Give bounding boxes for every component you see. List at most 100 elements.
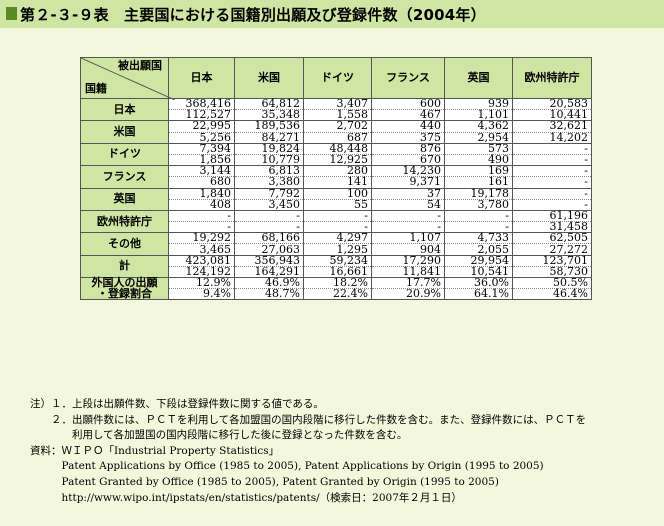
cell-applications: - bbox=[303, 209, 372, 223]
cell-grants-ratio: 64.1% bbox=[444, 288, 513, 301]
cell-grants: 375 bbox=[371, 131, 445, 144]
cell-grants: - bbox=[512, 198, 592, 211]
row-header: ドイツ bbox=[80, 142, 169, 167]
cell-grants: 161 bbox=[444, 176, 513, 189]
cell-grants: 54 bbox=[371, 198, 445, 211]
table-row: 計 423,081 356,943 59,234 17,290 29,954 123,701 bbox=[80, 254, 592, 279]
notes: 注）１．上段は出願件数、下段は登録件数に関する値である。 ２．出願件数には、ＰＣ… bbox=[30, 397, 660, 506]
cell-applications: 4,362 bbox=[444, 120, 513, 133]
cell-grants: 680 bbox=[168, 176, 235, 189]
cell-applications: 3,144 bbox=[168, 165, 235, 178]
cell-applications-ratio: 12.9% bbox=[168, 276, 235, 290]
col-header: フランス bbox=[371, 57, 445, 99]
cell-applications: - bbox=[371, 209, 445, 223]
cell-grants: 408 bbox=[168, 198, 235, 211]
col-header: 欧州特許庁 bbox=[512, 57, 592, 99]
table-row: 5,256 84,271 687 375 2,954 14,202 bbox=[81, 131, 592, 144]
row-header: 米国 bbox=[80, 120, 169, 144]
cell-grants-ratio: 48.7% bbox=[234, 288, 304, 301]
table-row: 英国 1,840 7,792 100 37 19,178- bbox=[80, 187, 592, 211]
cell-grants: 904 bbox=[371, 243, 445, 256]
cell-grants: 687 bbox=[303, 131, 372, 144]
cell-grants: 1,856 bbox=[168, 153, 235, 167]
table-row: ドイツ 7,394 19,824 48,448 876 573- bbox=[80, 142, 592, 167]
source-line: Patent Granted by Office (1985 to 2005),… bbox=[30, 475, 499, 488]
cell-grants: - bbox=[512, 176, 592, 189]
cell-grants: - bbox=[444, 221, 513, 234]
cell-applications: - bbox=[512, 187, 592, 200]
table-row: 680 3,380 141 9,371 161- bbox=[81, 176, 592, 189]
row-header: ・登録割合 bbox=[80, 288, 169, 301]
cell-applications: 61,196 bbox=[512, 209, 592, 223]
cell-grants: 2,055 bbox=[444, 243, 513, 256]
col-header: 英国 bbox=[444, 57, 513, 99]
cell-grants-ratio: 22.4% bbox=[303, 288, 372, 301]
col-header: ドイツ bbox=[303, 57, 372, 99]
cell-grants: 9,371 bbox=[371, 176, 445, 189]
cell-grants: 27,272 bbox=[512, 243, 592, 256]
cell-applications: 19,824 bbox=[234, 142, 304, 155]
cell-grants: 670 bbox=[371, 153, 445, 167]
cell-grants: 31,458 bbox=[512, 221, 592, 234]
source-line: Patent Applications by Office (1985 to 2… bbox=[30, 460, 544, 473]
source-line: http://www.wipo.int/ipstats/en/statistic… bbox=[30, 491, 462, 504]
table-row: 日本 368,416 64,812 3,407 600 939 20,583 bbox=[80, 97, 592, 122]
title-bar: 第２-３-９表 主要国における国籍別出願及び登録件数（2004年） bbox=[0, 0, 664, 28]
table-row: 米国 22,995 189,536 2,702 440 4,362 32,621 bbox=[80, 120, 592, 144]
cell-applications: - bbox=[512, 142, 592, 155]
note-line: ２．出願件数には、ＰＣＴを利用して各加盟国の国内段階に移行した件数を含む。また、… bbox=[30, 413, 587, 426]
corner-top-label: 被出願国 bbox=[118, 59, 162, 72]
row-header: フランス bbox=[80, 165, 169, 189]
table-row: 欧州特許庁 - - - - -61,196 bbox=[80, 209, 592, 234]
title-marker bbox=[6, 7, 17, 20]
cell-grants: 3,450 bbox=[234, 198, 304, 211]
cell-applications: 169 bbox=[444, 165, 513, 178]
corner-bottom-label: 国籍 bbox=[85, 82, 107, 95]
cell-grants-ratio: 20.9% bbox=[371, 288, 445, 301]
cell-applications: 32,621 bbox=[512, 120, 592, 133]
cell-applications: - bbox=[168, 209, 235, 223]
cell-grants: - bbox=[234, 221, 304, 234]
cell-grants: 27,063 bbox=[234, 243, 304, 256]
cell-grants-ratio: 46.4% bbox=[512, 288, 592, 301]
cell-grants: 3,380 bbox=[234, 176, 304, 189]
cell-grants: 10,779 bbox=[234, 153, 304, 167]
corner-diagonal bbox=[81, 58, 175, 100]
cell-applications: 1,840 bbox=[168, 187, 235, 200]
cell-grants: 84,271 bbox=[234, 131, 304, 144]
cell-applications: 440 bbox=[371, 120, 445, 133]
cell-applications: - bbox=[444, 209, 513, 223]
table-body: 日本 368,416 64,812 3,407 600 939 20,583 112,527 3… bbox=[80, 97, 592, 301]
table-row: 3,465 27,063 1,295 904 2,055 27,272 bbox=[81, 243, 592, 256]
table-row-foreign-ratio: 外国人の出願 12.9% 46.9% 18.2% 17.7% 36.0% 50.5% bbox=[80, 276, 592, 290]
cell-applications: 22,995 bbox=[168, 120, 235, 133]
page-title: 第２-３-９表 主要国における国籍別出願及び登録件数（2004年） bbox=[20, 6, 486, 24]
cell-applications: 19,292 bbox=[168, 232, 235, 245]
col-header: 日本 bbox=[168, 57, 235, 99]
cell-grants: 2,954 bbox=[444, 131, 513, 144]
cell-grants: - bbox=[512, 153, 592, 167]
row-header: 欧州特許庁 bbox=[80, 209, 169, 234]
row-header: 日本 bbox=[80, 97, 169, 122]
table-row-foreign-ratio: ・登録割合 9.4% 48.7% 22.4% 20.9% 64.1% 46.4% bbox=[80, 288, 592, 301]
cell-applications: 7,792 bbox=[234, 187, 304, 200]
note-line: 注）１．上段は出願件数、下段は登録件数に関する値である。 bbox=[30, 398, 324, 410]
cell-applications: - bbox=[512, 165, 592, 178]
cell-grants: 3,780 bbox=[444, 198, 513, 211]
cell-applications: 62,505 bbox=[512, 232, 592, 245]
cell-applications: 37 bbox=[371, 187, 445, 200]
table-row: 1,856 10,779 12,925 670 490- bbox=[81, 153, 592, 167]
table-row: 408 3,450 55 54 3,780- bbox=[81, 198, 592, 211]
cell-grants: - bbox=[303, 221, 372, 234]
cell-applications: 2,702 bbox=[303, 120, 372, 133]
cell-applications: 48,448 bbox=[303, 142, 372, 155]
cell-applications: 19,178 bbox=[444, 187, 513, 200]
cell-applications: 4,297 bbox=[303, 232, 372, 245]
table-row: - - - - -31,458 bbox=[81, 221, 592, 234]
cell-grants: 14,202 bbox=[512, 131, 592, 144]
col-header: 米国 bbox=[234, 57, 304, 99]
note-line: 利用して各加盟国の国内段階に移行した後に登録となった件数を含む。 bbox=[30, 429, 408, 442]
cell-grants: 1,295 bbox=[303, 243, 372, 256]
cell-grants: 58,730 bbox=[512, 265, 592, 279]
cell-grants: 55 bbox=[303, 198, 372, 211]
